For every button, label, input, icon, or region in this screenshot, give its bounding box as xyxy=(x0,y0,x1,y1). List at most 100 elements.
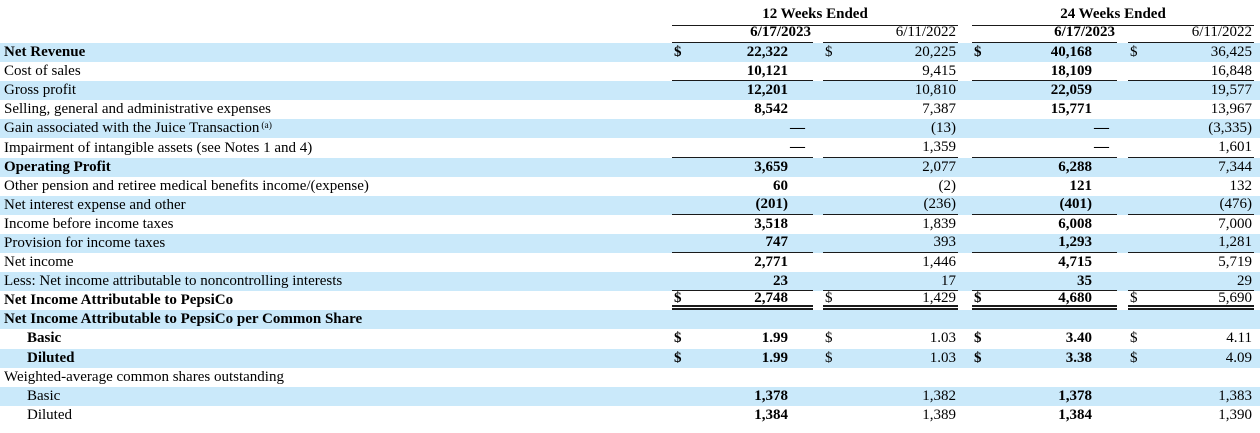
table-row: Diluted 1,384 1,389 1,384 1,390 xyxy=(0,406,1260,425)
row-label: Net Income Attributable to PepsiCo xyxy=(0,292,672,309)
value-cell: 60 xyxy=(672,177,813,196)
cell-value: 4,715 xyxy=(1058,254,1092,271)
value-cell: 7,387 xyxy=(823,100,958,119)
column-header-date-2022-12wk: 6/11/2022 xyxy=(823,24,958,43)
group-gap xyxy=(958,0,972,26)
currency-symbol: $ xyxy=(825,289,833,306)
row-label-text: Diluted xyxy=(27,349,75,366)
cell-value: 60 xyxy=(773,177,788,194)
cell-value: 4.09 xyxy=(1225,349,1252,366)
currency-symbol: $ xyxy=(825,44,833,61)
cell-value: 1.99 xyxy=(761,349,788,366)
value-cell xyxy=(672,310,813,329)
cell-value: 393 xyxy=(933,234,957,251)
value-cell: (2) xyxy=(823,177,958,196)
value-cell: (3,335) xyxy=(1128,119,1254,138)
value-cell: 18,109 xyxy=(972,62,1117,82)
row-label: Net Income Attributable to PepsiCo per C… xyxy=(0,311,672,328)
value-cell: 1,389 xyxy=(823,406,958,425)
cell-value: 1,384 xyxy=(754,406,788,423)
cell-value: 3,518 xyxy=(754,215,788,232)
row-label: Gain associated with the Juice Transacti… xyxy=(0,120,672,137)
period-header-row: 12 Weeks Ended 24 Weeks Ended xyxy=(0,0,1260,26)
currency-symbol: $ xyxy=(974,44,982,61)
currency-symbol: $ xyxy=(1130,44,1138,61)
table-row: Selling, general and administrative expe… xyxy=(0,100,1260,119)
value-cell: $40,168 xyxy=(972,43,1117,62)
value-cell: 1,390 xyxy=(1128,406,1254,425)
row-label-text: Net Income Attributable to PepsiCo xyxy=(4,292,234,309)
cell-value: 17 xyxy=(941,272,956,289)
table-row: Net interest expense and other (201) (236)… xyxy=(0,195,1260,215)
row-label-text: Operating Profit xyxy=(4,158,111,175)
value-cell: 132 xyxy=(1128,177,1254,196)
currency-symbol: $ xyxy=(974,289,982,306)
cell-value: — xyxy=(1094,120,1109,137)
cell-value: (13) xyxy=(931,120,956,137)
row-label: Less: Net income attributable to noncont… xyxy=(0,273,672,290)
cell-value: 12,201 xyxy=(746,82,788,99)
value-cell: 5,719 xyxy=(1128,253,1254,272)
value-cell: — xyxy=(672,119,813,138)
value-cell: 1,378 xyxy=(672,387,813,406)
row-label: Net income xyxy=(0,254,672,271)
cell-value: 18,109 xyxy=(1050,62,1092,79)
value-cell: $3.38 xyxy=(972,349,1117,368)
right-margin xyxy=(1254,26,1260,43)
value-cell: 121 xyxy=(972,177,1117,196)
cell-value: 1,378 xyxy=(1058,387,1092,404)
column-gap xyxy=(1117,26,1128,43)
cell-value: 1,601 xyxy=(1218,139,1252,156)
cell-value: (3,335) xyxy=(1208,120,1252,137)
row-label-text: Less: Net income attributable to noncont… xyxy=(4,273,343,290)
value-cell xyxy=(972,310,1117,329)
cell-value: 1,446 xyxy=(922,254,956,271)
cell-value: 6,288 xyxy=(1058,158,1092,175)
value-cell: 1,839 xyxy=(823,215,958,234)
cell-value: 22,059 xyxy=(1050,82,1092,99)
value-cell: $3.40 xyxy=(972,329,1117,348)
cell-value: 35 xyxy=(1077,272,1092,289)
value-cell: 17 xyxy=(823,272,958,292)
value-cell: 2,077 xyxy=(823,158,958,177)
row-label-text: Net income xyxy=(4,254,74,271)
cell-value: 10,121 xyxy=(746,62,788,79)
table-row: Basic 1,378 1,382 1,378 1,383 xyxy=(0,386,1260,406)
cell-value: (201) xyxy=(755,196,789,213)
row-label-text: Income before income taxes xyxy=(4,215,174,232)
currency-symbol: $ xyxy=(1130,330,1138,347)
row-label: Gross profit xyxy=(0,82,672,99)
cell-value: 20,225 xyxy=(914,44,956,61)
cell-value: 2,077 xyxy=(922,158,956,175)
period-group-24-weeks: 24 Weeks Ended xyxy=(972,0,1254,26)
value-cell: $4.11 xyxy=(1128,329,1254,348)
value-cell: 3,659 xyxy=(672,158,813,177)
currency-symbol: $ xyxy=(825,349,833,366)
value-cell: 1,384 xyxy=(672,406,813,425)
currency-symbol: $ xyxy=(974,349,982,366)
footnote-marker: (a) xyxy=(261,121,272,132)
value-cell: 35 xyxy=(972,272,1117,292)
value-cell: (476) xyxy=(1128,196,1254,215)
header-label-spacer xyxy=(0,26,672,43)
value-cell: 747 xyxy=(672,234,813,254)
cell-value: (2) xyxy=(938,177,957,194)
cell-value: 3,659 xyxy=(754,158,788,175)
cell-value: 132 xyxy=(1229,177,1253,194)
row-label: Net Revenue xyxy=(0,44,672,61)
value-cell: 19,577 xyxy=(1128,81,1254,100)
currency-symbol: $ xyxy=(1130,349,1138,366)
row-label: Diluted xyxy=(0,350,672,367)
row-label-text: Basic xyxy=(27,387,61,404)
value-cell: $22,322 xyxy=(672,43,813,62)
column-header-date-2022-24wk: 6/11/2022 xyxy=(1128,24,1254,43)
cell-value: 13,967 xyxy=(1210,101,1252,118)
cell-value: 19,577 xyxy=(1210,82,1252,99)
table-row: Other pension and retiree medical benefi… xyxy=(0,177,1260,196)
cell-value: — xyxy=(790,139,805,156)
cell-value: 1.99 xyxy=(761,330,788,347)
cell-value: 16,848 xyxy=(1210,62,1252,79)
header-label-spacer xyxy=(0,0,672,26)
currency-symbol: $ xyxy=(974,330,982,347)
